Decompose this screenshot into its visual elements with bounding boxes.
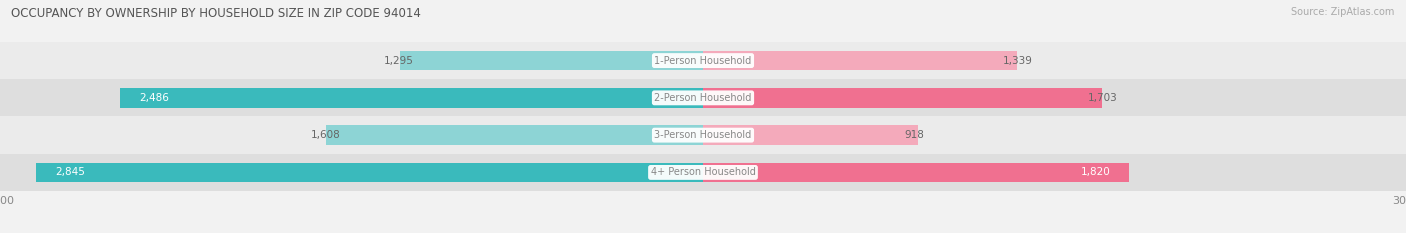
Bar <box>0 42 1406 79</box>
Bar <box>703 125 918 145</box>
Bar <box>326 125 703 145</box>
Text: 3-Person Household: 3-Person Household <box>654 130 752 140</box>
Text: 1-Person Household: 1-Person Household <box>654 56 752 65</box>
Bar <box>703 163 1129 182</box>
Text: 2,486: 2,486 <box>139 93 169 103</box>
Bar <box>37 163 703 182</box>
Bar <box>0 116 1406 154</box>
Text: OCCUPANCY BY OWNERSHIP BY HOUSEHOLD SIZE IN ZIP CODE 94014: OCCUPANCY BY OWNERSHIP BY HOUSEHOLD SIZE… <box>11 7 422 20</box>
Bar <box>703 88 1102 108</box>
Text: 1,820: 1,820 <box>1081 168 1111 177</box>
Text: 1,295: 1,295 <box>384 56 413 65</box>
Text: 918: 918 <box>904 130 924 140</box>
Text: 1,608: 1,608 <box>311 130 340 140</box>
Text: 1,339: 1,339 <box>1002 56 1032 65</box>
Text: 2,845: 2,845 <box>55 168 84 177</box>
Bar <box>0 154 1406 191</box>
Text: 4+ Person Household: 4+ Person Household <box>651 168 755 177</box>
Bar <box>703 51 1017 70</box>
Text: 1,703: 1,703 <box>1088 93 1118 103</box>
Bar <box>399 51 703 70</box>
Text: 2-Person Household: 2-Person Household <box>654 93 752 103</box>
Bar <box>0 79 1406 116</box>
Text: Source: ZipAtlas.com: Source: ZipAtlas.com <box>1291 7 1395 17</box>
Bar <box>121 88 703 108</box>
